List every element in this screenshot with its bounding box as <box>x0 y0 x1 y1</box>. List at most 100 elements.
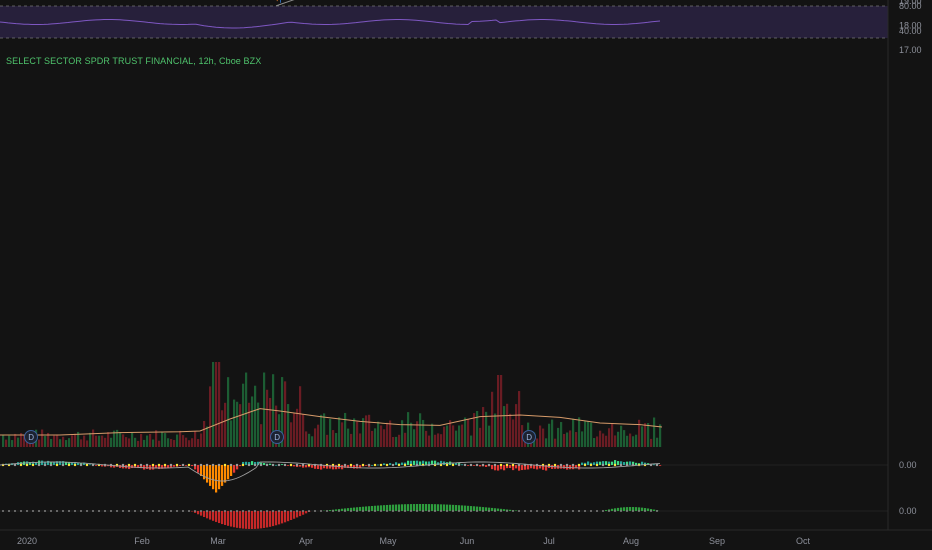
oscillator-2-bar <box>257 511 260 529</box>
volume-bar <box>209 386 212 447</box>
oscillator-2-dot <box>626 510 628 512</box>
oscillator-1-bar <box>356 465 359 469</box>
oscillator-2-bar <box>614 508 617 511</box>
oscillator-1-dot <box>295 463 299 467</box>
volume-bar <box>638 419 641 447</box>
oscillator-1-bar <box>314 465 317 469</box>
volume-bar <box>203 421 206 447</box>
oscillator-1-dot <box>223 463 227 467</box>
oscillator-2-bar <box>212 511 215 521</box>
volume-bar <box>83 435 86 447</box>
oscillator-1-bar <box>236 465 239 470</box>
volume-bar <box>503 406 506 447</box>
volume-bar <box>131 432 134 447</box>
oscillator-2-bar <box>287 511 290 522</box>
oscillator-2-dot <box>440 510 442 512</box>
oscillator-2-bar <box>629 507 632 511</box>
oscillator-2-bar <box>461 505 464 511</box>
oscillator-1-dot <box>373 463 377 467</box>
volume-bar <box>518 391 521 447</box>
oscillator-1-bar <box>68 461 71 465</box>
oscillator-2-dot <box>110 510 112 512</box>
price-axis[interactable]: 33.0032.0029.0028.0026.0025.0020.0019.00… <box>887 0 927 530</box>
price-tick: 17.00 <box>899 45 922 55</box>
oscillator-1-dot <box>181 463 185 467</box>
oscillator-2-dot <box>350 510 352 512</box>
oscillator-2-dot <box>92 510 94 512</box>
oscillator-1-bar <box>218 465 221 490</box>
oscillator-2-bar <box>503 509 506 511</box>
oscillator-2-dot <box>566 510 568 512</box>
oscillator-1-bar <box>212 465 215 490</box>
oscillator-1-dot <box>175 463 179 467</box>
time-axis[interactable]: 2020 Feb Mar Apr May Jun Jul Aug Sep Oct <box>0 529 932 546</box>
oscillator-2-dot <box>536 510 538 512</box>
oscillator-2-bar <box>617 507 620 511</box>
oscillator-1-bar <box>299 465 302 467</box>
oscillator-1-dot <box>511 463 515 467</box>
oscillator-1-bar <box>230 465 233 476</box>
oscillator-2-bar <box>428 504 431 511</box>
oscillator-2-bar <box>305 511 308 514</box>
oscillator-1-dot <box>355 463 359 467</box>
volume-bar <box>167 438 170 447</box>
oscillator-2-bar <box>368 506 371 511</box>
volume-bar <box>350 433 353 447</box>
oscillator-2-dot <box>302 510 304 512</box>
volume-bar <box>260 424 263 447</box>
volume-bar <box>248 402 251 447</box>
oscillator-1-bar <box>101 465 104 467</box>
oscillator-2-bar <box>413 504 416 511</box>
volume-bar <box>230 420 233 447</box>
oscillator-1-bar <box>515 465 518 469</box>
oscillator-2-dot <box>44 510 46 512</box>
oscillator-1-dot <box>235 463 239 467</box>
volume-bar <box>455 430 458 447</box>
volume-bar <box>59 439 62 447</box>
volume-bar <box>251 396 254 447</box>
oscillator-2-dot <box>146 510 148 512</box>
volume-bar <box>152 439 155 447</box>
volume-bar <box>323 413 326 447</box>
oscillator-1-bar <box>428 461 431 465</box>
volume-bar <box>566 432 569 447</box>
oscillator-2-bar <box>329 510 332 511</box>
oscillator-1-dot <box>55 463 59 467</box>
oscillator-1-signal <box>0 461 661 482</box>
oscillator-1-dot <box>553 463 557 467</box>
oscillator-2-bar <box>458 505 461 511</box>
oscillator-1-bar <box>530 465 533 469</box>
oscillator-2-dot <box>446 510 448 512</box>
volume-bar <box>347 428 350 447</box>
volume-bar <box>368 414 371 447</box>
volume-bar <box>194 431 197 447</box>
oscillator-2-bar <box>488 507 491 511</box>
oscillator-2-bar <box>251 511 254 529</box>
rsi-level-80: 80.00 <box>899 1 922 11</box>
volume-bar <box>476 410 479 447</box>
volume-bar <box>242 383 245 447</box>
volume-bar <box>410 422 413 447</box>
oscillator-1-dot <box>43 463 47 467</box>
volume-bar <box>386 422 389 447</box>
oscillator-1-bar <box>524 465 527 470</box>
volume-bar <box>539 425 542 447</box>
oscillator-2-bar <box>239 511 242 529</box>
volume-bar <box>140 433 143 447</box>
volume-bar <box>569 430 572 447</box>
oscillator-1-bar <box>311 465 314 468</box>
volume-bar <box>473 413 476 447</box>
oscillator-2-dot <box>230 510 232 512</box>
oscillator-2-bar <box>215 511 218 522</box>
volume-bar <box>281 377 284 447</box>
oscillator-1-dot <box>19 463 23 467</box>
oscillator-2-bar <box>200 511 203 516</box>
oscillator-1-dot <box>397 463 401 467</box>
volume-bar <box>497 375 500 447</box>
volume-bar <box>53 435 56 447</box>
volume-bar <box>164 433 167 447</box>
volume-bar <box>263 372 266 447</box>
volume-bar <box>623 430 626 447</box>
time-tick: Mar <box>210 536 226 546</box>
